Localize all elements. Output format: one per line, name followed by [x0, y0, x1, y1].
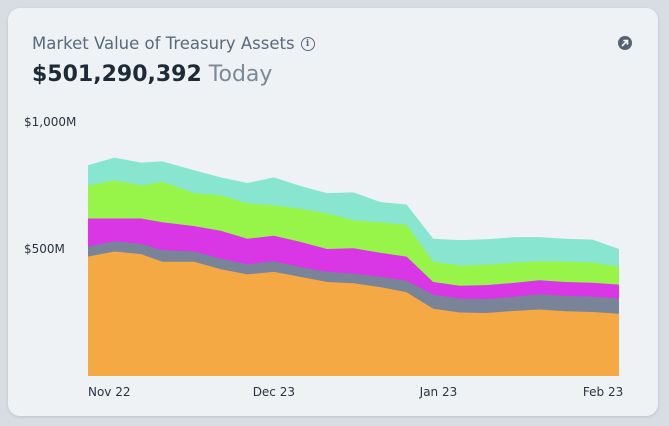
x-tick-label-3: Feb 23: [583, 385, 623, 399]
expand-arrow-icon[interactable]: [618, 36, 632, 50]
x-tick-label-2: Jan 23: [419, 385, 458, 399]
info-icon[interactable]: i: [300, 36, 315, 51]
y-tick-label-0: $1,000M: [24, 115, 76, 129]
current-value-row: $501,290,392 Today: [32, 62, 272, 87]
area-series-0: [88, 251, 619, 376]
chart-card: $1,000M $500M Nov 22 Dec 23 Jan 23 Feb 23 Mar…: [8, 8, 658, 416]
x-tick-label-1: Dec 23: [253, 385, 295, 399]
x-tick-label-0: Nov 22: [88, 385, 131, 399]
current-value: $501,290,392: [32, 62, 202, 87]
stacked-area-chart: $1,000M $500M Nov 22 Dec 23 Jan 23 Feb 23: [24, 115, 623, 399]
y-tick-label-1: $500M: [24, 242, 65, 256]
chart-title-text: Market Value of Treasury Assets: [32, 34, 295, 53]
current-value-suffix: Today: [208, 62, 273, 87]
chart-title: Market Value of Treasury Assets i: [32, 34, 315, 53]
